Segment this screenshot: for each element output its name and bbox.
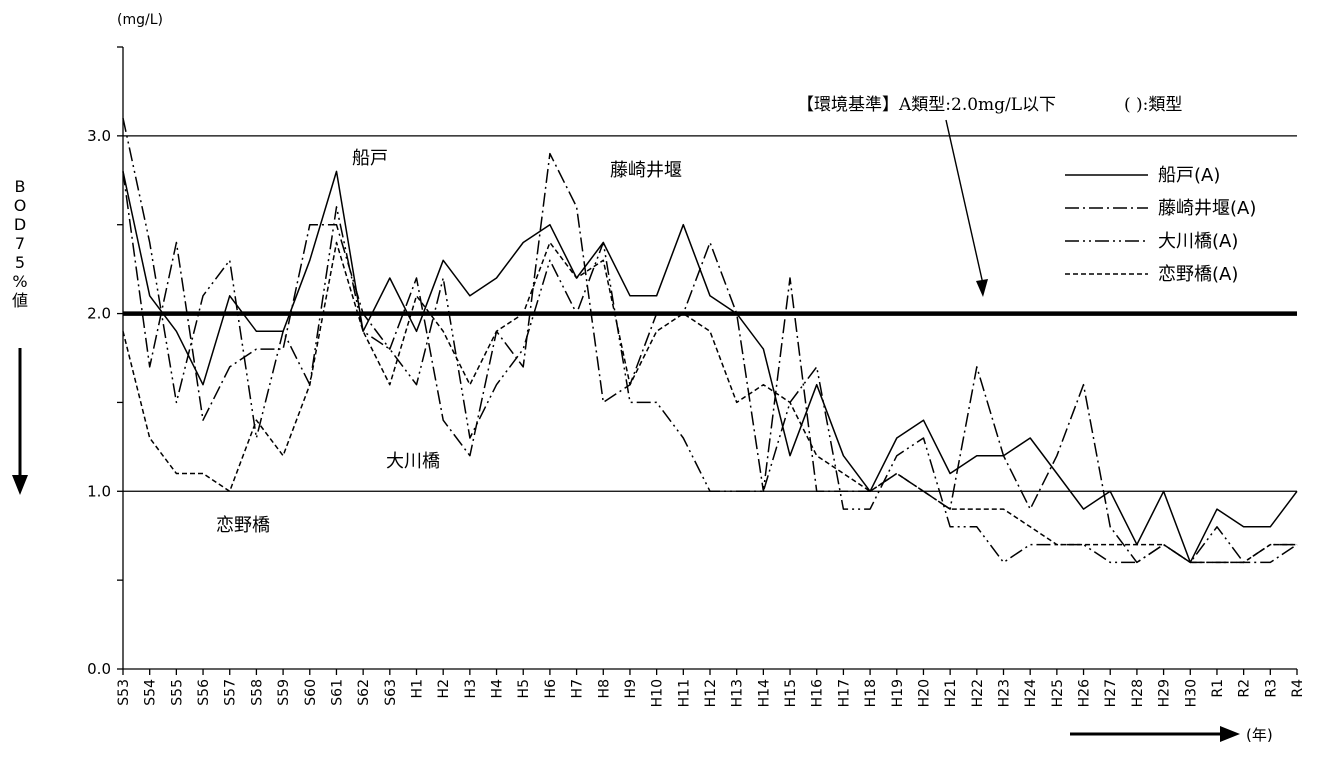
x-tick-label: R1 [1210,679,1226,698]
series-line-0 [122,170,1298,564]
y-tick-label: 2.0 [87,305,111,323]
x-tick-label: H19 [890,679,906,707]
series-line-2 [122,117,1297,564]
x-tick-label: S55 [169,679,185,706]
x-tick-label: H2 [436,679,452,698]
annotation-okawa: 大川橋 [386,451,440,472]
x-tick-label: R3 [1263,679,1279,698]
x-tick-label: S53 [116,679,132,706]
x-tick-label: H13 [730,679,746,707]
x-tick-label: S58 [249,679,265,706]
x-tick-label: H12 [703,679,719,707]
x-tick-label: H10 [650,679,666,707]
x-tick-label: H6 [543,679,559,699]
x-tick-label: S57 [223,679,239,706]
standard-arrow-line [945,119,984,285]
x-tick-label: H4 [490,679,506,699]
y-tick-label: 0.0 [87,660,111,678]
y-axis-title-char: % [12,272,28,291]
x-tick-label: H9 [623,679,639,698]
x-tick-label: H7 [570,679,586,698]
y-axis-title-char: O [13,196,27,215]
x-tick-label: H16 [810,679,826,707]
x-tick-label: S62 [356,679,372,706]
x-tick-label: S56 [196,679,212,706]
y-axis: 0.0 1.0 2.0 3.0 [87,46,124,678]
x-tick-label: S59 [276,679,292,706]
x-tick-label: H28 [1130,679,1146,707]
x-tick-label: H26 [1077,679,1093,707]
y-unit-label: (mg/L) [117,12,163,28]
x-axis: S53 S54 S55 S56 S57 S58 S59 S60 S61 S62 S63 H1 H2 H3 H… [116,668,1306,707]
standard-note: 【環境基準】A類型:2.0mg/L以下 [797,95,1056,115]
reference-lines [123,135,1297,492]
x-tick-label: H29 [1157,679,1173,707]
x-tick-label: H23 [997,679,1013,707]
x-tick-label: H18 [863,679,879,707]
annotation-koino: 恋野橋 [216,514,270,536]
y-tick-label: 3.0 [87,127,111,145]
x-tick-label: H21 [943,679,959,707]
y-axis-title-char: B [14,177,26,196]
annotation-funato: 船戸 [352,148,388,169]
series-lines [122,117,1298,564]
legend-label-0: 船戸(A) [1158,165,1220,186]
y-axis-title-char: 5 [14,253,26,272]
type-note: ( ):類型 [1124,95,1182,115]
series-line-1 [122,152,1298,564]
x-tick-label: H3 [463,679,479,698]
legend: 船戸(A) 藤崎井堰(A) 大川橋(A) 恋野橋(A) [1065,165,1256,285]
x-tick-label: R2 [1237,679,1253,698]
x-unit-arrow-head [1220,726,1240,742]
x-tick-label: S54 [143,679,159,706]
x-tick-label: H11 [676,679,692,707]
x-tick-label: H1 [410,679,426,698]
x-tick-label: R4 [1290,679,1306,698]
legend-label-3: 恋野橋(A) [1158,263,1238,285]
x-tick-label: S60 [303,679,319,706]
y-arrow-head [12,475,28,495]
x-tick-label: H8 [596,679,612,698]
x-tick-label: H20 [916,679,932,707]
x-unit-label: (年) [1246,726,1273,744]
x-tick-label: H15 [783,679,799,707]
legend-label-1: 藤崎井堰(A) [1158,198,1256,219]
x-tick-label: H5 [516,679,532,698]
x-tick-label: H24 [1023,679,1039,707]
y-axis-title-char: D [13,215,27,234]
x-tick-label: H14 [756,679,772,707]
x-tick-label: H22 [970,679,986,707]
y-axis-title-char: 7 [14,234,26,253]
y-axis-title-char: 値 [12,291,29,310]
x-tick-label: S61 [329,679,345,706]
x-tick-label: H30 [1183,679,1199,707]
standard-arrow-head [976,279,988,297]
x-tick-label: S63 [383,679,399,706]
legend-label-2: 大川橋(A) [1158,231,1238,252]
annotation-fujisaki: 藤崎井堰 [610,160,682,181]
x-tick-label: H17 [836,679,852,707]
x-tick-label: H25 [1050,679,1066,707]
y-tick-label: 1.0 [87,482,111,500]
series-line-3 [122,241,1297,564]
x-tick-label: H27 [1103,679,1119,707]
